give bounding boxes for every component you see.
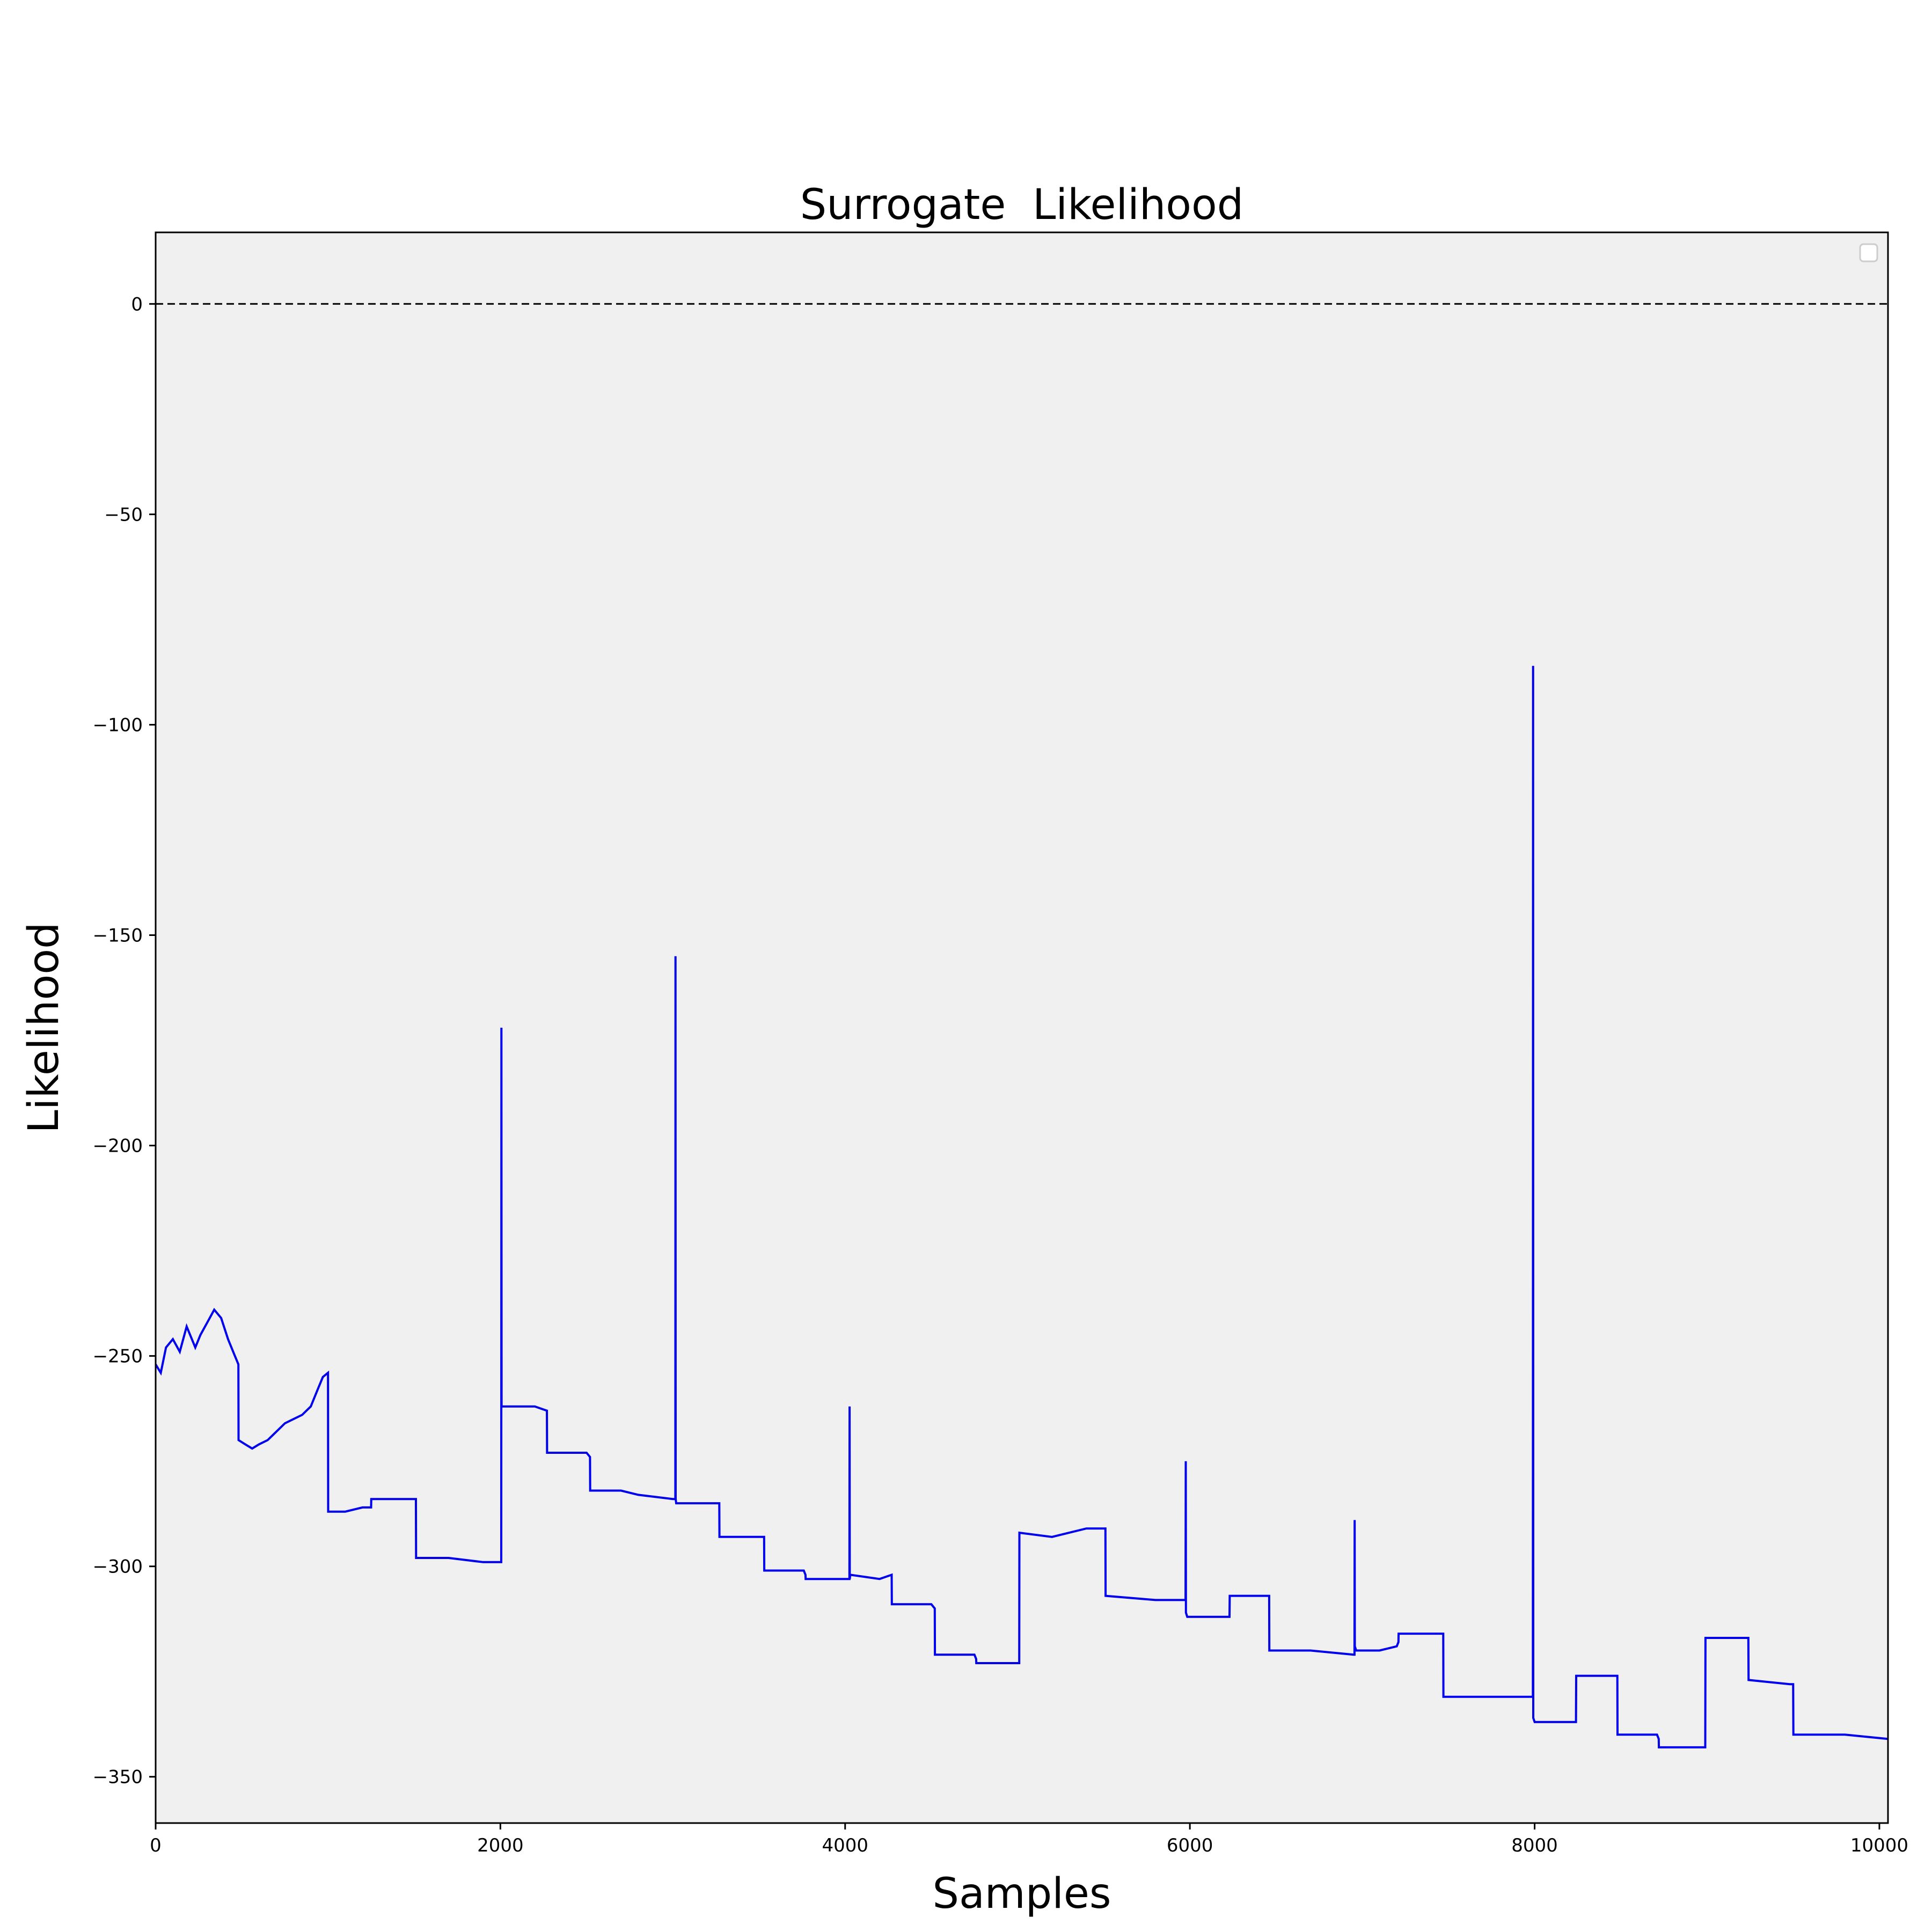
- x-tick-label: 2000: [477, 1835, 524, 1856]
- x-tick-label: 8000: [1511, 1835, 1558, 1856]
- chart-title: Surrogate Likelihood: [800, 181, 1243, 229]
- x-axis-ticks: 0 2000 4000 6000 8000 10000: [150, 1823, 1908, 1856]
- y-tick-label: −50: [104, 504, 143, 525]
- y-tick-label: −200: [93, 1136, 143, 1157]
- x-tick-label: 4000: [822, 1835, 869, 1856]
- series-line-0: [155, 665, 1889, 1748]
- y-axis-label: Likelihood: [20, 922, 68, 1133]
- x-axis-label: Samples: [932, 1870, 1111, 1918]
- x-tick-label: 6000: [1167, 1835, 1213, 1856]
- plot-background: [156, 232, 1888, 1823]
- y-tick-label: 0: [131, 294, 143, 315]
- y-tick-label: −100: [93, 714, 143, 736]
- y-tick-label: −300: [93, 1556, 143, 1578]
- y-tick-label: −250: [93, 1346, 143, 1367]
- legend-box: [1859, 243, 1878, 262]
- x-tick-label: 0: [150, 1835, 162, 1856]
- plot-frame: [155, 231, 1889, 1824]
- y-tick-label: −150: [93, 925, 143, 946]
- y-tick-label: −350: [93, 1767, 143, 1788]
- y-axis-ticks: 0 −50 −100 −150 −200 −250 −300 −350: [93, 294, 156, 1788]
- x-tick-label: 10000: [1850, 1835, 1908, 1856]
- series-layer: [155, 665, 1889, 1748]
